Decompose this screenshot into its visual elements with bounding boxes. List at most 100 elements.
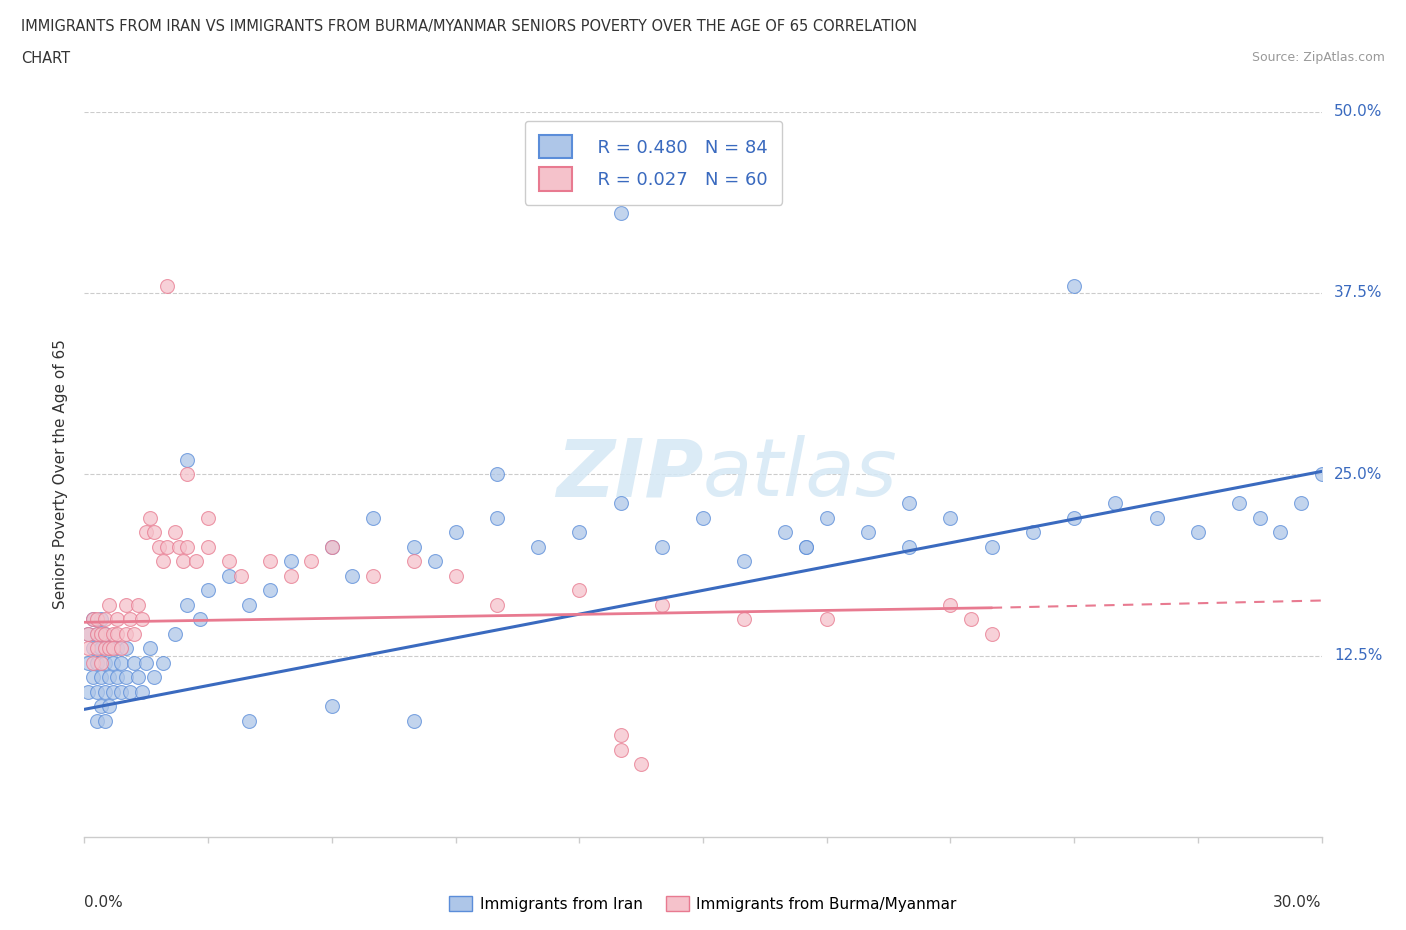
Point	[280, 568, 302, 583]
Point	[568, 525, 591, 539]
Point	[733, 612, 755, 627]
Point	[148, 539, 170, 554]
Point	[1310, 467, 1333, 482]
Point	[1187, 525, 1209, 539]
Point	[156, 278, 179, 293]
Point	[110, 684, 132, 699]
Point	[122, 656, 145, 671]
Text: IMMIGRANTS FROM IRAN VS IMMIGRANTS FROM BURMA/MYANMAR SENIORS POVERTY OVER THE A: IMMIGRANTS FROM IRAN VS IMMIGRANTS FROM …	[21, 19, 917, 33]
Point	[152, 656, 174, 671]
Point	[82, 612, 104, 627]
Text: atlas: atlas	[703, 435, 898, 513]
Point	[176, 597, 198, 612]
Point	[280, 554, 302, 569]
Point	[176, 467, 198, 482]
Point	[404, 713, 426, 728]
Point	[609, 742, 631, 757]
Point	[94, 627, 117, 642]
Point	[815, 511, 838, 525]
Point	[127, 670, 149, 684]
Point	[114, 627, 136, 642]
Point	[1227, 496, 1250, 511]
Point	[152, 554, 174, 569]
Point	[794, 539, 817, 554]
Point	[94, 627, 117, 642]
Point	[197, 539, 219, 554]
Point	[105, 670, 128, 684]
Point	[90, 641, 112, 656]
Point	[77, 627, 100, 642]
Point	[238, 713, 260, 728]
Point	[775, 525, 797, 539]
Point	[86, 612, 108, 627]
Point	[86, 641, 108, 656]
Point	[172, 554, 194, 569]
Point	[404, 539, 426, 554]
Point	[135, 656, 157, 671]
Point	[105, 612, 128, 627]
Point	[86, 656, 108, 671]
Point	[98, 597, 121, 612]
Point	[98, 670, 121, 684]
Point	[98, 699, 121, 714]
Text: Source: ZipAtlas.com: Source: ZipAtlas.com	[1251, 51, 1385, 64]
Point	[733, 554, 755, 569]
Point	[110, 641, 132, 656]
Point	[321, 539, 343, 554]
Point	[423, 554, 446, 569]
Point	[105, 627, 128, 642]
Point	[1063, 511, 1085, 525]
Point	[94, 612, 117, 627]
Point	[139, 641, 162, 656]
Point	[568, 583, 591, 598]
Point	[609, 496, 631, 511]
Point	[118, 684, 141, 699]
Point	[82, 656, 104, 671]
Point	[1063, 278, 1085, 293]
Point	[143, 670, 166, 684]
Point	[86, 684, 108, 699]
Point	[118, 612, 141, 627]
Legend:   R = 0.480   N = 84,   R = 0.027   N = 60: R = 0.480 N = 84, R = 0.027 N = 60	[524, 121, 782, 205]
Point	[794, 539, 817, 554]
Point	[485, 511, 508, 525]
Text: 50.0%: 50.0%	[1334, 104, 1382, 119]
Point	[444, 568, 467, 583]
Point	[98, 641, 121, 656]
Point	[342, 568, 364, 583]
Point	[94, 713, 117, 728]
Point	[86, 713, 108, 728]
Point	[856, 525, 879, 539]
Point	[176, 452, 198, 467]
Point	[1249, 511, 1271, 525]
Point	[127, 597, 149, 612]
Point	[131, 684, 153, 699]
Point	[98, 641, 121, 656]
Point	[960, 612, 983, 627]
Text: 12.5%: 12.5%	[1334, 648, 1382, 663]
Point	[188, 612, 211, 627]
Point	[815, 612, 838, 627]
Text: ZIP: ZIP	[555, 435, 703, 513]
Point	[259, 554, 281, 569]
Point	[77, 656, 100, 671]
Point	[980, 539, 1002, 554]
Point	[167, 539, 190, 554]
Text: CHART: CHART	[21, 51, 70, 66]
Point	[218, 568, 240, 583]
Point	[156, 539, 179, 554]
Point	[82, 641, 104, 656]
Point	[143, 525, 166, 539]
Point	[86, 627, 108, 642]
Point	[165, 627, 187, 642]
Y-axis label: Seniors Poverty Over the Age of 65: Seniors Poverty Over the Age of 65	[53, 339, 69, 609]
Point	[361, 511, 384, 525]
Point	[90, 656, 112, 671]
Point	[90, 670, 112, 684]
Text: 37.5%: 37.5%	[1334, 286, 1382, 300]
Point	[630, 757, 652, 772]
Point	[609, 728, 631, 743]
Point	[527, 539, 550, 554]
Point	[114, 597, 136, 612]
Point	[444, 525, 467, 539]
